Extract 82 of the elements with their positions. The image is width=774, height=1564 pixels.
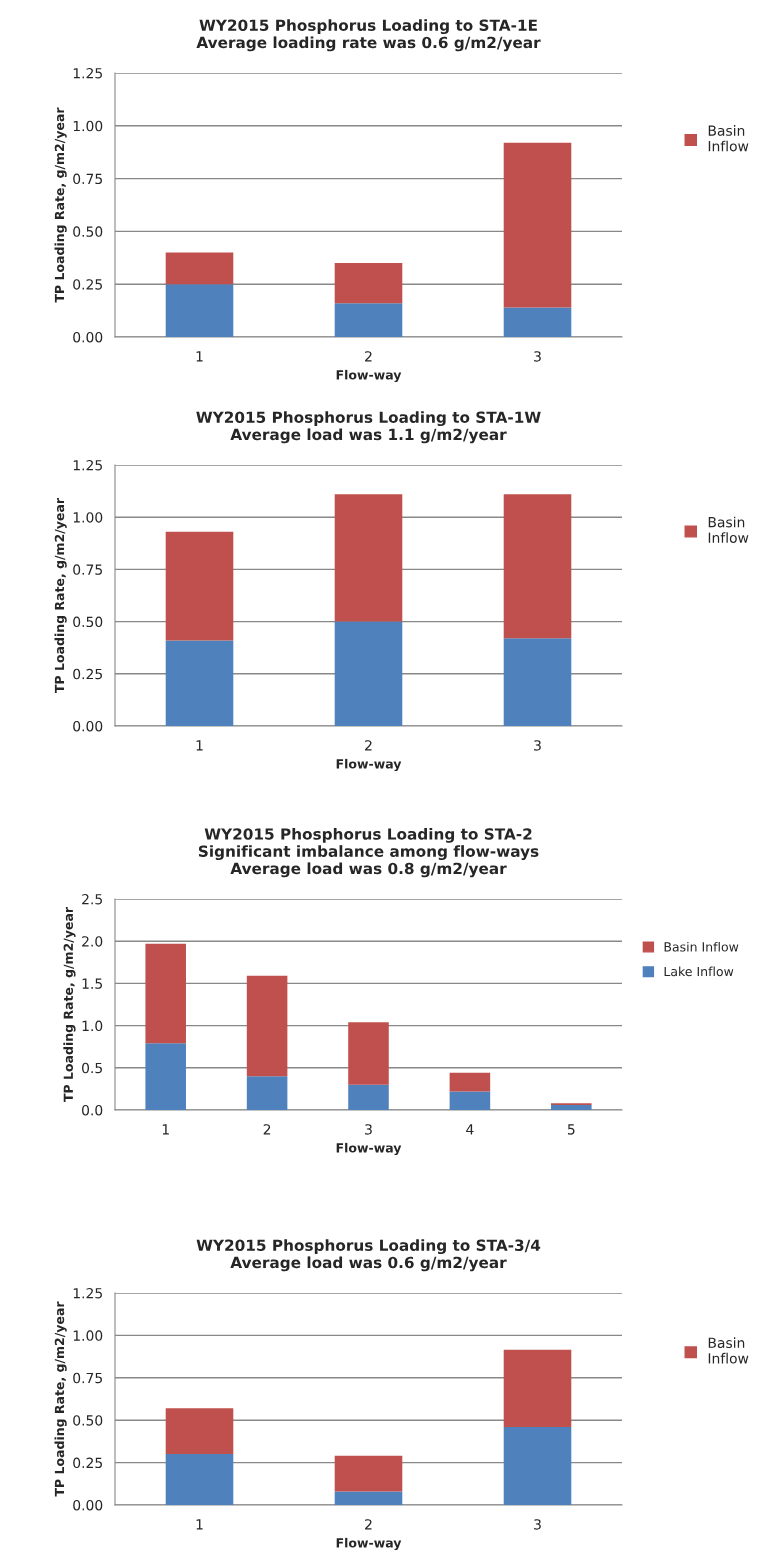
- y-tick-label: 0.75: [73, 1372, 102, 1384]
- y-tick-label: 0.25: [73, 668, 102, 680]
- bar: [165, 1408, 234, 1455]
- y-tick-label: 1.00: [73, 1330, 103, 1341]
- bar: [145, 1043, 186, 1110]
- y-tick-label: 0.50: [73, 226, 103, 237]
- legend-label: Lake Inflow: [664, 966, 734, 977]
- y-tick-label: 2.5: [82, 893, 102, 905]
- bar: [165, 640, 234, 726]
- bar: [145, 943, 186, 1044]
- x-axis-title: Flow-way: [336, 1142, 402, 1156]
- bar: [334, 1491, 403, 1505]
- chart-title: WY2015 Phosphorus Loading to STA-1W Average load was 1.1 g/m2/year: [196, 411, 541, 444]
- x-axis-title: Flow-way: [336, 1537, 402, 1551]
- y-axis-title: TP Loading Rate, g/m2/year: [54, 497, 67, 693]
- legend-label: Basin Inflow: [708, 516, 749, 543]
- chart-title: WY2015 Phosphorus Loading to STA-3/4 Average load was 0.6 g/m2/year: [196, 1239, 541, 1272]
- bar: [246, 1076, 288, 1110]
- bar: [334, 263, 403, 304]
- y-tick-label: 0.25: [73, 1457, 102, 1469]
- y-tick-label: 0.00: [73, 720, 103, 732]
- chart-title: WY2015 Phosphorus Loading to STA-2 Significant imbalance among flow-ways Average load was 0.8 g/m2/year: [198, 827, 539, 878]
- y-tick-label: 1.5: [82, 978, 102, 989]
- x-tick-label: 2: [365, 740, 372, 751]
- bar: [348, 1022, 389, 1085]
- bar: [165, 1454, 234, 1505]
- bar: [165, 252, 234, 285]
- y-tick-label: 0.50: [73, 1415, 103, 1426]
- x-tick-label: 4: [466, 1124, 474, 1135]
- x-tick-label: 3: [534, 351, 541, 362]
- x-axis-title: Flow-way: [336, 369, 402, 383]
- x-tick-label: 2: [365, 351, 372, 362]
- y-tick-label: 0.75: [73, 564, 102, 575]
- y-tick-label: 0.50: [73, 616, 103, 628]
- y-tick-label: 0.5: [82, 1062, 102, 1074]
- x-tick-label: 5: [567, 1124, 575, 1135]
- bar: [334, 621, 403, 726]
- y-tick-label: 1.25: [73, 1287, 102, 1299]
- x-tick-label: 2: [365, 1519, 372, 1530]
- y-tick-label: 1.00: [73, 120, 103, 132]
- legend-label: Basin Inflow: [708, 125, 749, 152]
- x-axis-title: Flow-way: [336, 758, 402, 772]
- x-tick-label: 1: [162, 1124, 169, 1135]
- y-tick-label: 0.25: [73, 279, 102, 290]
- bar: [503, 494, 572, 639]
- y-axis-title: TP Loading Rate, g/m2/year: [63, 906, 76, 1102]
- y-tick-label: 0.00: [73, 331, 103, 343]
- y-axis-title: TP Loading Rate, g/m2/year: [54, 1301, 67, 1497]
- y-tick-label: 0.00: [73, 1499, 103, 1511]
- bar: [165, 531, 234, 641]
- y-tick-label: 1.25: [73, 67, 102, 79]
- bar: [503, 1426, 572, 1505]
- bar: [449, 1091, 491, 1110]
- x-tick-label: 3: [534, 1519, 541, 1530]
- bar: [334, 1455, 403, 1492]
- y-tick-label: 1.25: [73, 459, 102, 471]
- chart-title: WY2015 Phosphorus Loading to STA-1E Average loading rate was 0.6 g/m2/year: [196, 19, 541, 52]
- y-tick-label: 1.00: [73, 512, 103, 523]
- x-tick-label: 1: [196, 351, 203, 362]
- x-tick-label: 1: [196, 740, 203, 751]
- x-tick-label: 3: [534, 740, 541, 751]
- y-axis-title: TP Loading Rate, g/m2/year: [54, 107, 67, 303]
- bar: [503, 638, 572, 726]
- bar: [165, 284, 234, 337]
- bar: [334, 494, 403, 622]
- bar: [503, 307, 572, 337]
- y-tick-label: 0.0: [82, 1104, 103, 1116]
- y-tick-label: 1.0: [82, 1020, 103, 1032]
- x-tick-label: 1: [196, 1519, 203, 1530]
- bar: [334, 303, 403, 337]
- y-tick-label: 2.0: [82, 936, 103, 947]
- legend-label: Basin Inflow: [708, 1337, 749, 1364]
- bar: [348, 1084, 389, 1110]
- bar: [503, 1349, 572, 1427]
- x-tick-label: 2: [263, 1124, 271, 1135]
- bar: [246, 975, 288, 1077]
- bar: [503, 142, 572, 308]
- x-tick-label: 3: [365, 1124, 372, 1135]
- legend-label: Basin Inflow: [664, 941, 739, 952]
- bar: [449, 1072, 491, 1092]
- y-tick-label: 0.75: [73, 173, 102, 185]
- bar: [551, 1104, 592, 1110]
